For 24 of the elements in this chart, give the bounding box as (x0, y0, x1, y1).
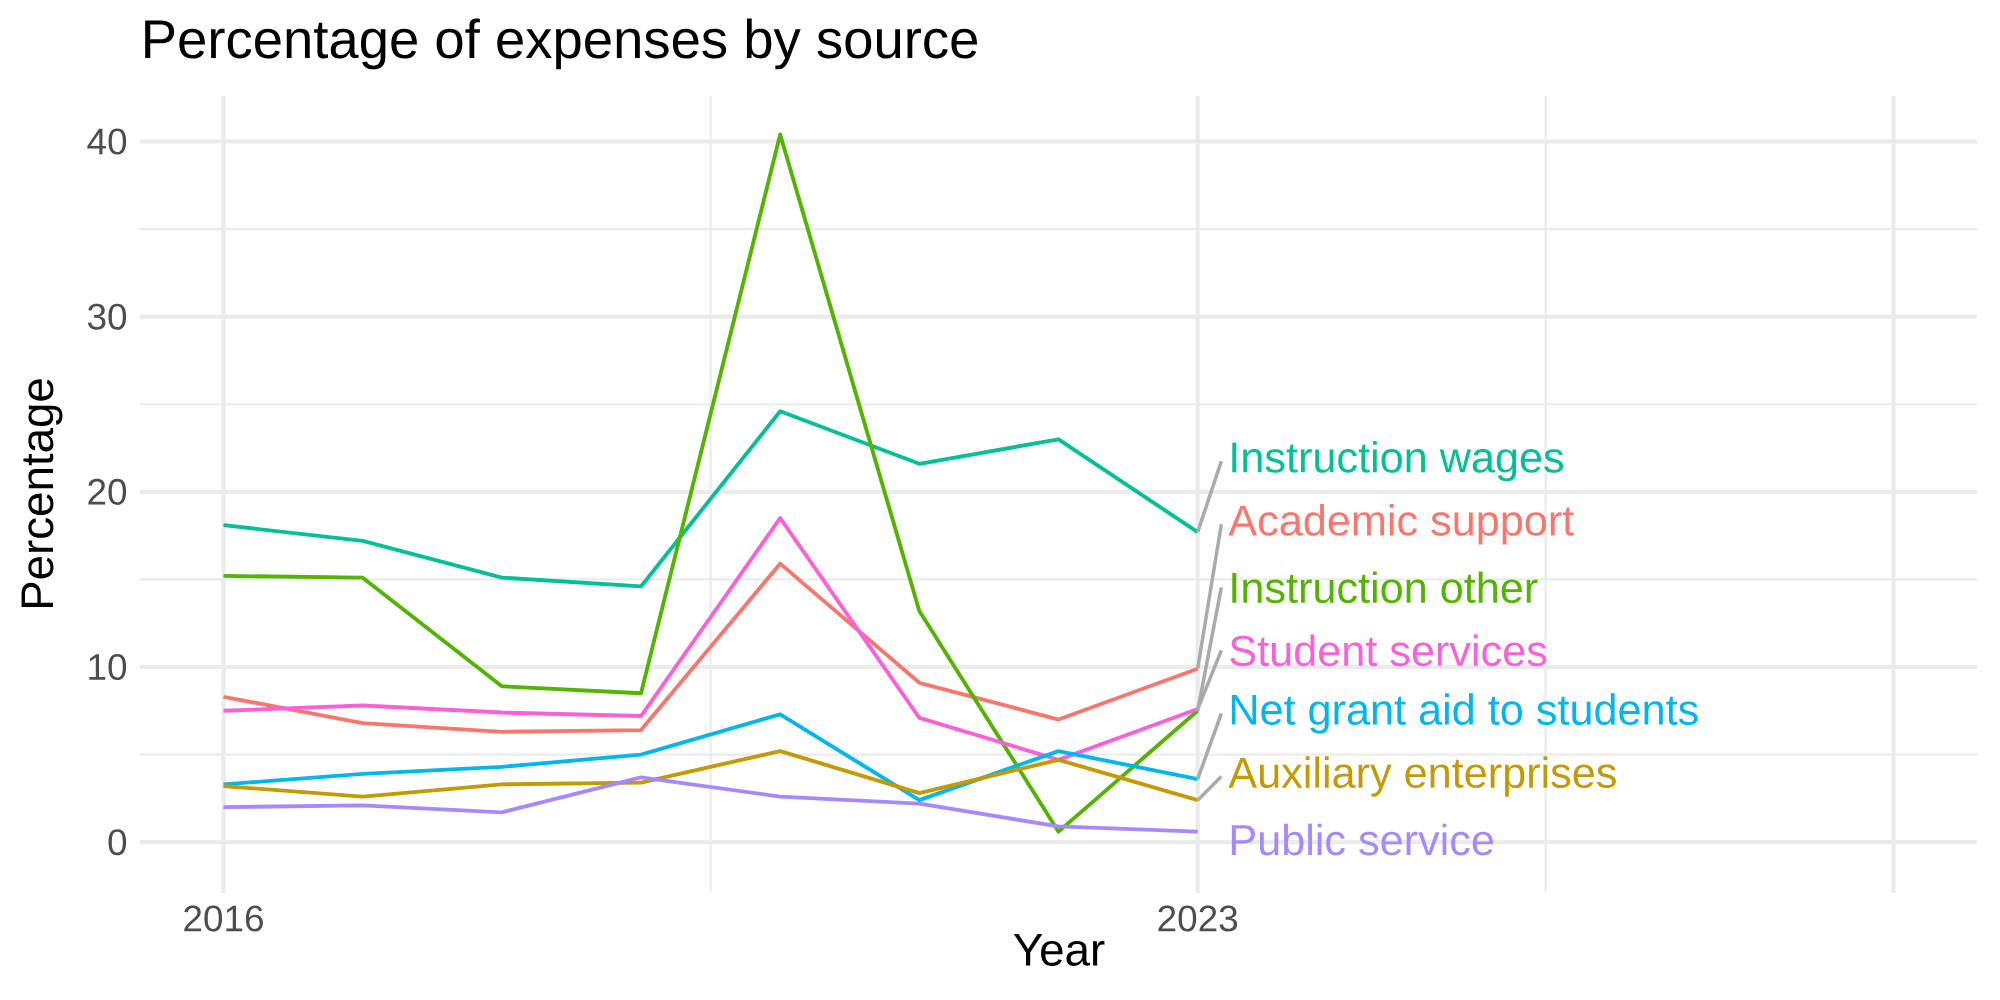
line-series (221, 775, 1200, 834)
series-label: Auxiliary enterprises (1228, 756, 1616, 797)
line-series (221, 409, 1200, 589)
y-tick-label: 10 (89, 653, 127, 681)
series-label: Public service (1231, 823, 1493, 856)
x-tick-label: 2023 (1158, 905, 1238, 932)
y-tick-label: 20 (88, 478, 127, 505)
text: Instruction other (1232, 571, 1538, 604)
y-tick-label: 30 (87, 303, 127, 330)
line-series (221, 516, 1200, 762)
series-label: Net grant aid to students (1231, 693, 1698, 734)
series-label: Student services (1230, 634, 1547, 667)
x-axis-title: Year (1013, 934, 1105, 966)
y-tick-label: 40 (87, 128, 127, 155)
line-series (221, 132, 1200, 834)
chart-title: Percentage of expenses by source (145, 18, 978, 70)
y-axis-title: Percentage (21, 379, 63, 608)
x-tick-label: 2016 (184, 905, 263, 932)
y-tick-label: 0 (108, 829, 127, 856)
line-series (221, 749, 1200, 803)
text: Academic support (1228, 504, 1574, 545)
series-label: Instruction wages (1232, 441, 1564, 482)
line-series (221, 712, 1200, 803)
line-series (221, 561, 1200, 734)
